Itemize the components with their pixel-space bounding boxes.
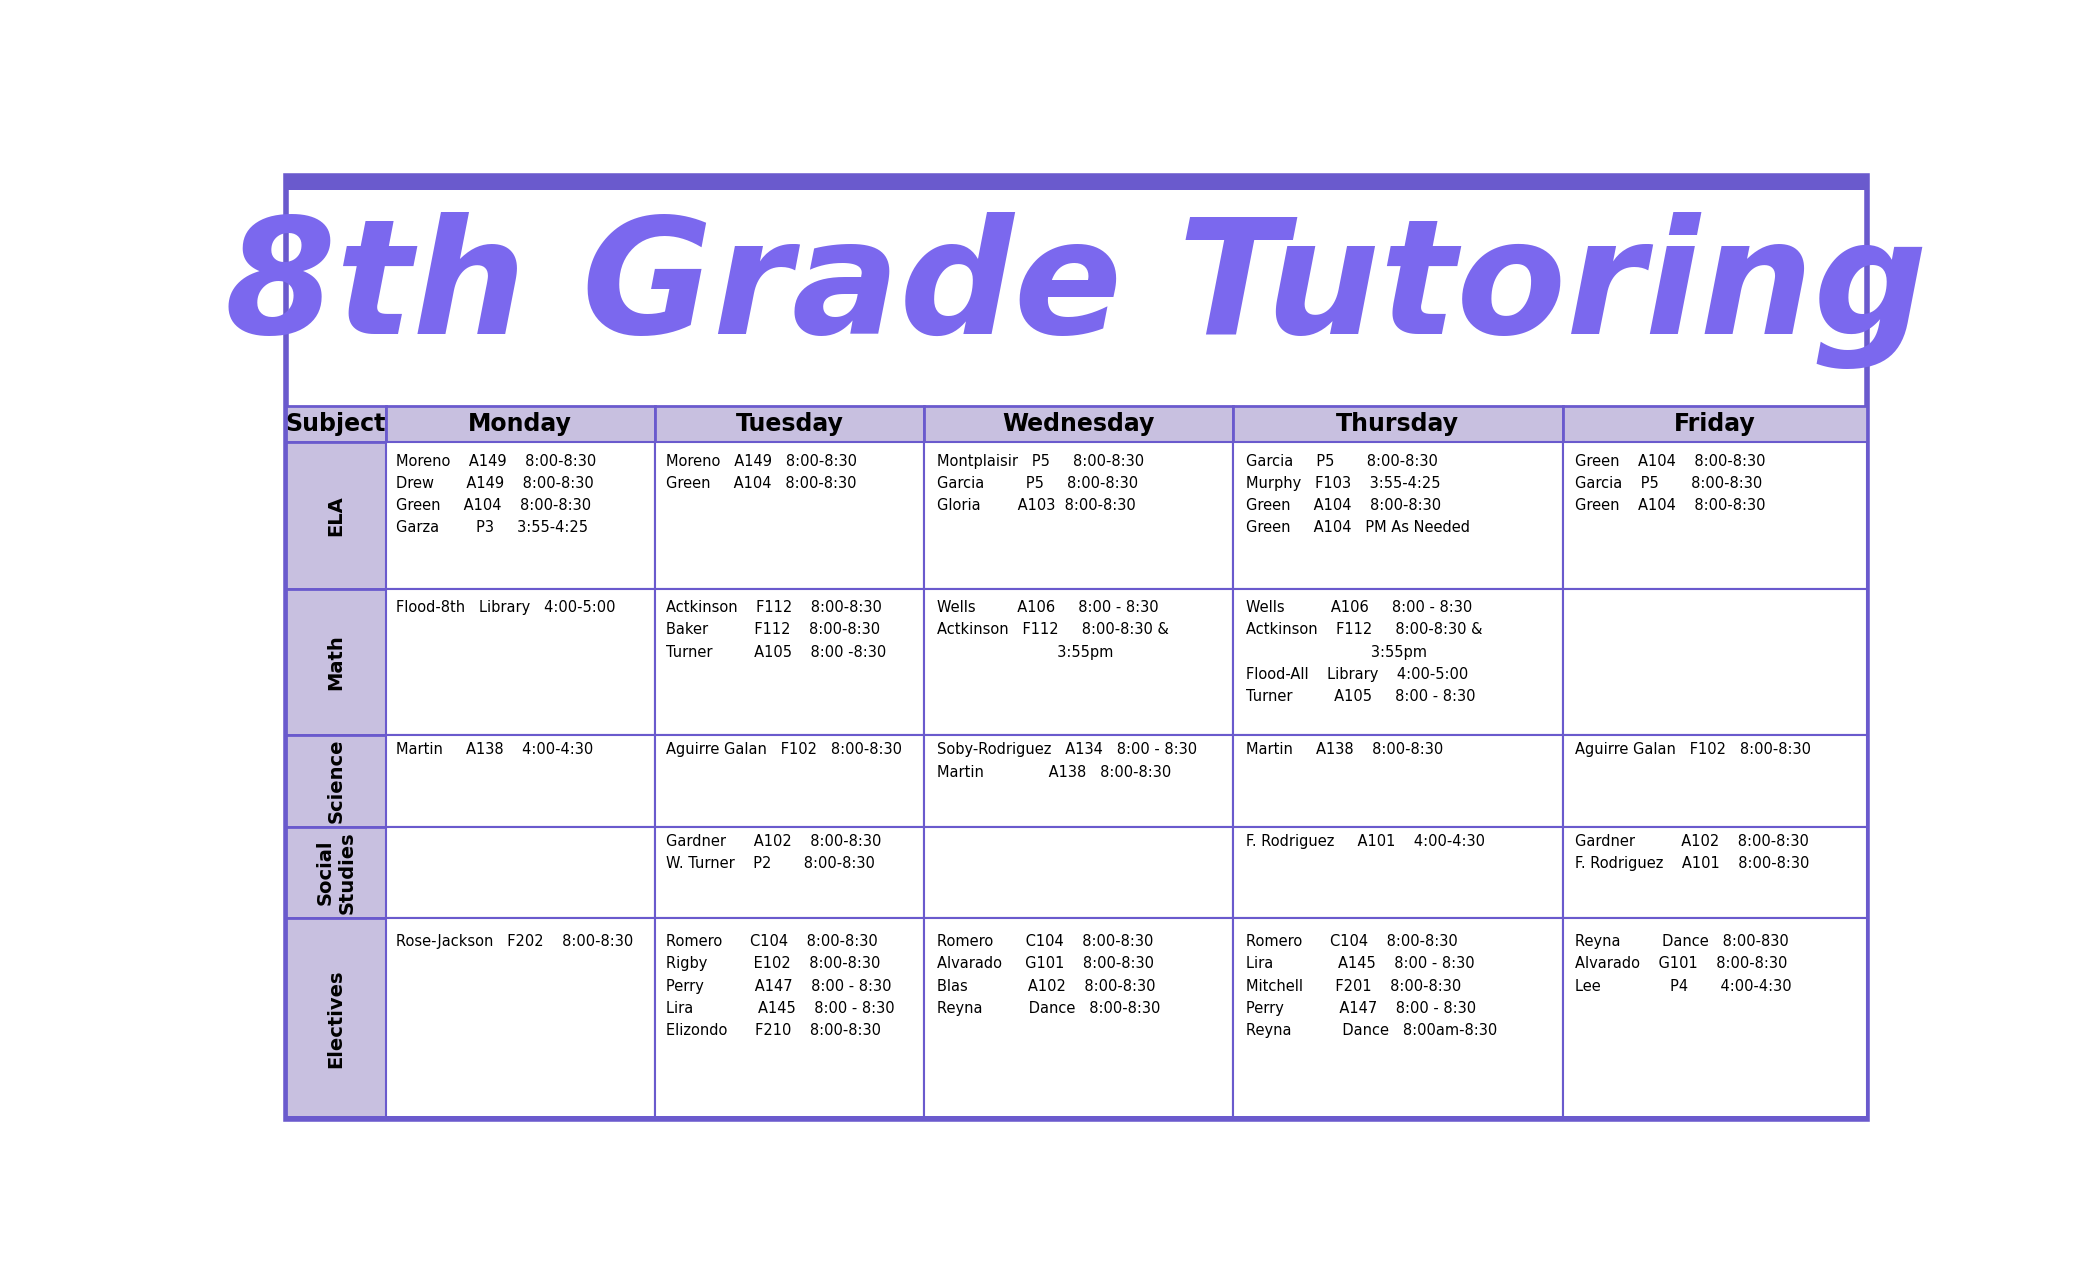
Text: Soby-Rodriguez   A134   8:00 - 8:30
Martin              A138   8:00-8:30: Soby-Rodriguez A134 8:00 - 8:30 Martin A… — [937, 742, 1197, 779]
Text: Reyna         Dance   8:00-830
Alvarado    G101    8:00-8:30
Lee               P: Reyna Dance 8:00-830 Alvarado G101 8:00-… — [1575, 935, 1791, 993]
Text: Aguirre Galan   F102   8:00-8:30: Aguirre Galan F102 8:00-8:30 — [666, 742, 901, 757]
Text: Rose-Jackson   F202    8:00-8:30: Rose-Jackson F202 8:00-8:30 — [397, 935, 634, 949]
Bar — [286, 918, 386, 1119]
Text: Romero      C104    8:00-8:30
Lira              A145    8:00 - 8:30
Mitchell    : Romero C104 8:00-8:30 Lira A145 8:00 - 8… — [1245, 935, 1497, 1038]
Bar — [386, 918, 655, 1119]
Bar — [655, 589, 924, 734]
Text: Thursday: Thursday — [1336, 412, 1459, 436]
Bar — [1233, 826, 1562, 918]
Bar — [655, 442, 924, 589]
Bar — [924, 405, 1233, 442]
Text: Aguirre Galan   F102   8:00-8:30: Aguirre Galan F102 8:00-8:30 — [1575, 742, 1810, 757]
Text: Martin     A138    8:00-8:30: Martin A138 8:00-8:30 — [1245, 742, 1443, 757]
Text: Garcia     P5       8:00-8:30
Murphy   F103    3:55-4:25
Green     A104    8:00-: Garcia P5 8:00-8:30 Murphy F103 3:55-4:2… — [1245, 454, 1470, 536]
Text: Montplaisir   P5     8:00-8:30
Garcia         P5     8:00-8:30
Gloria        A10: Montplaisir P5 8:00-8:30 Garcia P5 8:00-… — [937, 454, 1144, 514]
Bar — [1562, 734, 1867, 826]
Bar — [286, 734, 386, 826]
Bar — [655, 918, 924, 1119]
Text: 8th Grade Tutoring: 8th Grade Tutoring — [225, 212, 1928, 368]
Text: Wells          A106     8:00 - 8:30
Actkinson    F112     8:00-8:30 &
          : Wells A106 8:00 - 8:30 Actkinson F112 8:… — [1245, 601, 1483, 704]
Text: Subject: Subject — [286, 412, 386, 436]
Bar — [1233, 405, 1562, 442]
Text: Science: Science — [326, 738, 344, 822]
Text: F. Rodriguez     A101    4:00-4:30: F. Rodriguez A101 4:00-4:30 — [1245, 834, 1485, 849]
Text: Social
Studies: Social Studies — [315, 831, 357, 914]
Bar — [386, 442, 655, 589]
Bar — [655, 734, 924, 826]
Text: Flood-8th   Library   4:00-5:00: Flood-8th Library 4:00-5:00 — [397, 601, 615, 616]
Bar — [655, 826, 924, 918]
Text: Moreno   A149   8:00-8:30
Green     A104   8:00-8:30: Moreno A149 8:00-8:30 Green A104 8:00-8:… — [666, 454, 857, 491]
Text: Green    A104    8:00-8:30
Garcia    P5       8:00-8:30
Green    A104    8:00-8:: Green A104 8:00-8:30 Garcia P5 8:00-8:30… — [1575, 454, 1766, 514]
Bar — [924, 589, 1233, 734]
Text: Martin     A138    4:00-4:30: Martin A138 4:00-4:30 — [397, 742, 594, 757]
Bar — [386, 589, 655, 734]
Bar — [386, 826, 655, 918]
Text: Romero       C104    8:00-8:30
Alvarado     G101    8:00-8:30
Blas             A: Romero C104 8:00-8:30 Alvarado G101 8:00… — [937, 935, 1159, 1016]
Text: Gardner          A102    8:00-8:30
F. Rodriguez    A101    8:00-8:30: Gardner A102 8:00-8:30 F. Rodriguez A101… — [1575, 834, 1810, 871]
Bar — [386, 734, 655, 826]
Bar — [924, 734, 1233, 826]
Bar — [1233, 442, 1562, 589]
Bar — [924, 442, 1233, 589]
Text: Moreno    A149    8:00-8:30
Drew       A149    8:00-8:30
Green     A104    8:00-: Moreno A149 8:00-8:30 Drew A149 8:00-8:3… — [397, 454, 596, 536]
Text: Romero      C104    8:00-8:30
Rigby          E102    8:00-8:30
Perry           A: Romero C104 8:00-8:30 Rigby E102 8:00-8:… — [666, 935, 895, 1038]
Bar — [286, 405, 386, 442]
Bar — [924, 826, 1233, 918]
Text: Friday: Friday — [1674, 412, 1756, 436]
Bar — [286, 589, 386, 734]
Bar — [286, 176, 1867, 190]
Bar — [1233, 918, 1562, 1119]
Bar — [1562, 918, 1867, 1119]
Bar — [1233, 734, 1562, 826]
Bar — [1562, 442, 1867, 589]
Text: Math: Math — [326, 634, 344, 690]
Bar — [386, 405, 655, 442]
Text: ELA: ELA — [326, 495, 344, 536]
Bar — [1233, 589, 1562, 734]
Text: Gardner      A102    8:00-8:30
W. Turner    P2       8:00-8:30: Gardner A102 8:00-8:30 W. Turner P2 8:00… — [666, 834, 882, 871]
Text: Tuesday: Tuesday — [735, 412, 844, 436]
Bar — [924, 918, 1233, 1119]
Text: Wednesday: Wednesday — [1002, 412, 1155, 436]
Bar — [1562, 826, 1867, 918]
Bar — [655, 405, 924, 442]
Bar — [286, 442, 386, 589]
Bar — [286, 826, 386, 918]
Text: Monday: Monday — [468, 412, 571, 436]
Bar — [286, 1117, 1867, 1119]
Text: Actkinson    F112    8:00-8:30
Baker          F112    8:00-8:30
Turner         A: Actkinson F112 8:00-8:30 Baker F112 8:00… — [666, 601, 886, 659]
Bar — [1562, 405, 1867, 442]
Text: Electives: Electives — [326, 969, 344, 1068]
Text: Wells         A106     8:00 - 8:30
Actkinson   F112     8:00-8:30 &
            : Wells A106 8:00 - 8:30 Actkinson F112 8:… — [937, 601, 1168, 659]
Bar — [1562, 589, 1867, 734]
